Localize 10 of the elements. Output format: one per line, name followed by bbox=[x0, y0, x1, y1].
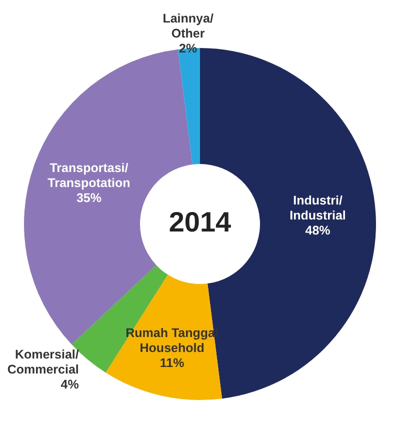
data-label: 48% bbox=[305, 224, 330, 238]
slice-label: Lainnya/ Other bbox=[162, 12, 214, 41]
data-label: 4% bbox=[60, 378, 79, 392]
slice-label: Industri/ Industrial bbox=[290, 194, 346, 223]
text: 2014 bbox=[168, 206, 232, 238]
data-label: 35% bbox=[76, 191, 102, 206]
slice-label: Komersial/ Commercial bbox=[7, 348, 80, 377]
data-label: 11% bbox=[160, 356, 184, 370]
donut-slice bbox=[106, 274, 222, 400]
slice-label: Transportasi/ Transpotation bbox=[48, 161, 130, 190]
